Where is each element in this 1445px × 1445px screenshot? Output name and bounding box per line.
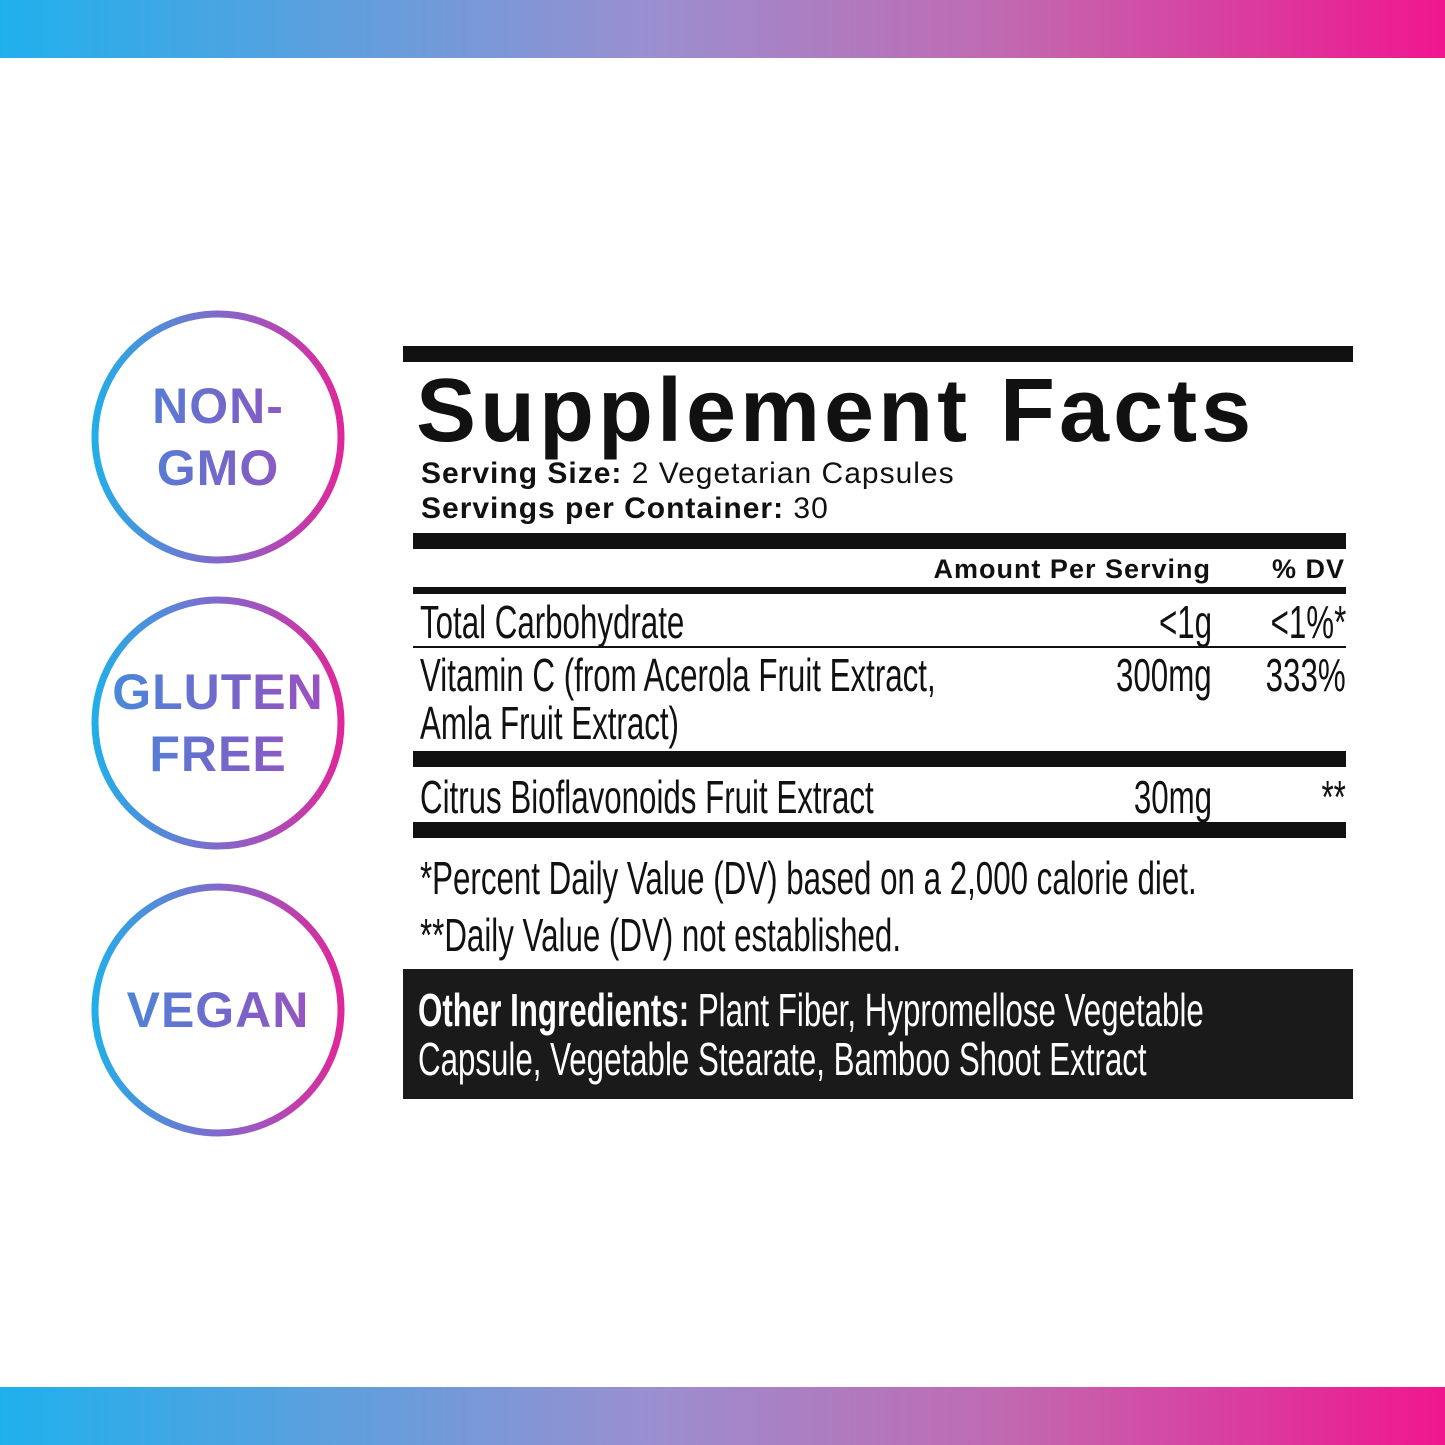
other-ingredients-label: Other Ingredients: bbox=[418, 984, 690, 1036]
badge-ring-icon bbox=[91, 596, 345, 850]
divider bbox=[413, 751, 1346, 767]
badge-ring-icon bbox=[91, 310, 345, 564]
badge-line: GLUTEN bbox=[112, 664, 324, 720]
footnote: *Percent Daily Value (DV) based on a 2,0… bbox=[420, 852, 1197, 904]
row-dv: <1%* bbox=[1270, 596, 1346, 648]
divider bbox=[403, 346, 1353, 362]
serving-size-value: 2 Vegetarian Capsules bbox=[622, 457, 955, 490]
badge-line: GMO bbox=[156, 440, 280, 496]
badge-line: NON- bbox=[152, 378, 284, 434]
label-title: Supplement Facts bbox=[416, 361, 1256, 461]
divider bbox=[413, 646, 1346, 648]
header-dv: % DV bbox=[1271, 554, 1345, 584]
other-ingredients-text: Plant Fiber, Hypromellose Vegetable bbox=[689, 984, 1204, 1036]
row-dv: 333% bbox=[1265, 649, 1346, 701]
servings-label: Servings per Container: bbox=[421, 492, 785, 525]
footnote: **Daily Value (DV) not established. bbox=[420, 909, 902, 961]
non-gmo-badge: NON- GMO bbox=[91, 310, 345, 564]
gluten-free-badge: GLUTEN FREE bbox=[91, 596, 345, 850]
row-amount: 300mg bbox=[1116, 649, 1212, 701]
other-ingredients-box: Other Ingredients: Plant Fiber, Hypromel… bbox=[403, 969, 1353, 1099]
row-amount: 30mg bbox=[1133, 771, 1212, 823]
top-gradient-bar bbox=[0, 0, 1445, 58]
other-ingredients-text: Capsule, Vegetable Stearate, Bamboo Shoo… bbox=[418, 1033, 1147, 1085]
badge-line: VEGAN bbox=[126, 982, 310, 1038]
divider bbox=[413, 587, 1346, 594]
divider bbox=[413, 822, 1346, 838]
row-name: Vitamin C (from Acerola Fruit Extract, bbox=[420, 649, 936, 701]
divider bbox=[413, 533, 1346, 549]
servings-value: 30 bbox=[784, 492, 829, 525]
badge-ring-icon bbox=[91, 883, 345, 1137]
badge-line: FREE bbox=[149, 726, 287, 782]
row-amount: <1g bbox=[1158, 596, 1212, 648]
row-name: Total Carbohydrate bbox=[420, 596, 685, 648]
row-dv: ** bbox=[1321, 771, 1346, 823]
row-name-cont: Amla Fruit Extract) bbox=[420, 697, 679, 749]
vegan-badge: VEGAN bbox=[91, 883, 345, 1137]
row-name: Citrus Bioflavonoids Fruit Extract bbox=[420, 771, 874, 823]
header-amount: Amount Per Serving bbox=[933, 554, 1211, 584]
bottom-gradient-bar bbox=[0, 1387, 1445, 1445]
serving-size-label: Serving Size: bbox=[421, 457, 623, 490]
